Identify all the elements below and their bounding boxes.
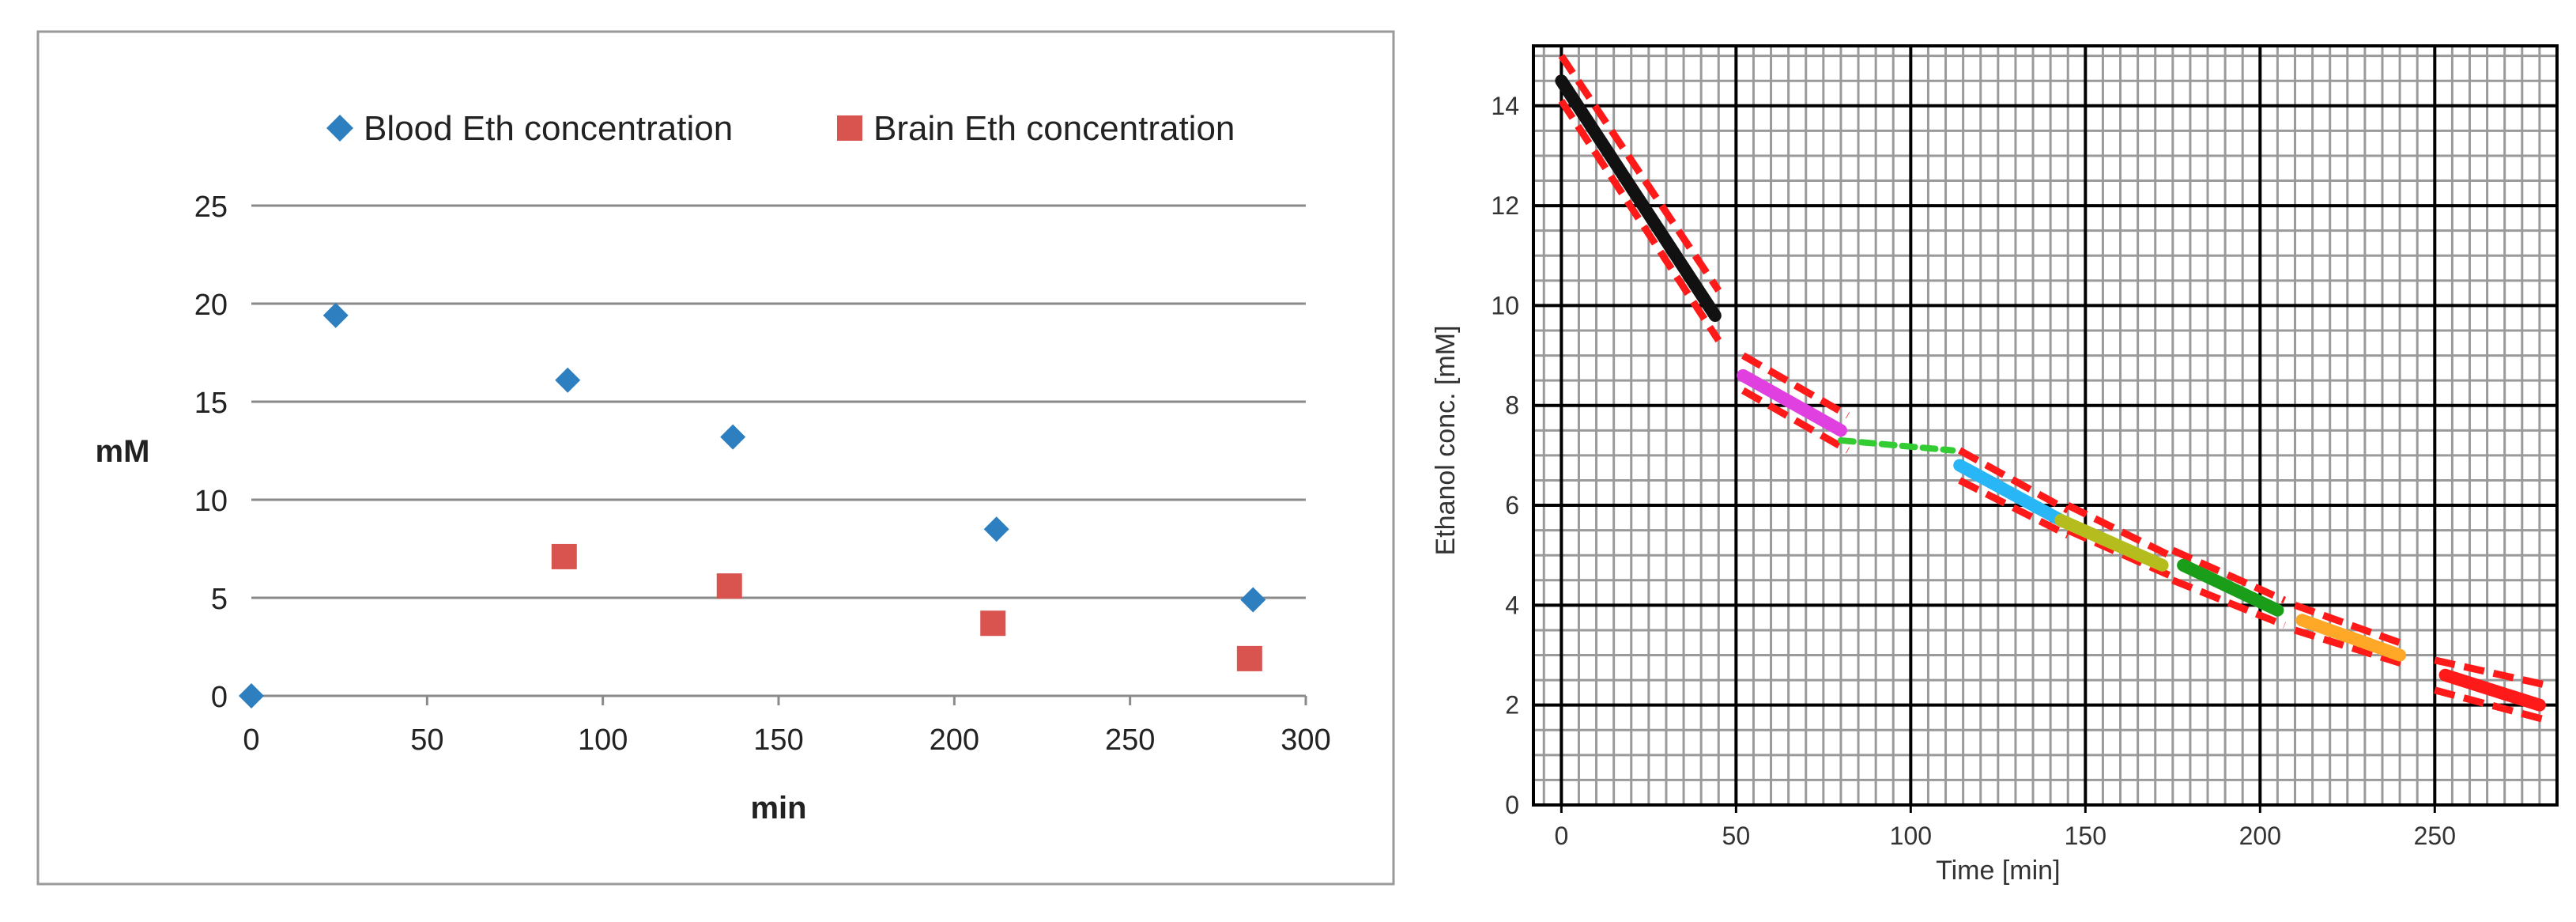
right-x-tick-label: 150: [2065, 822, 2106, 850]
right-minor-gridlines: [1533, 46, 2559, 807]
lower-bound-line: [2434, 686, 2548, 724]
left-x-tick-label: 200: [930, 724, 979, 757]
right-x-tick-label: 50: [1722, 822, 1751, 850]
left-x-tick-label: 0: [243, 724, 259, 757]
right-chart: 0 50 100 150 200 250 0 2 4 6 8 10 12 14 Time [min] Et…: [1431, 44, 2559, 886]
upper-bound-line: [2171, 546, 2287, 604]
right-x-tick-label: 250: [2414, 822, 2456, 850]
series-segment: [2295, 614, 2407, 662]
left-data-points: [239, 302, 1266, 709]
series-segment: [1837, 436, 1956, 454]
right-tick-labels: 0 50 100 150 200 250 0 2 4 6 8 10 12 14: [1491, 92, 2456, 850]
upper-bound-line: [1558, 54, 1722, 293]
left-y-tick-label: 0: [211, 681, 228, 714]
right-x-axis-label: Time [min]: [1936, 856, 2060, 886]
left-y-tick-label: 20: [194, 289, 228, 322]
right-y-tick-label: 6: [1505, 491, 1519, 520]
blood-eth-point: [555, 367, 581, 393]
right-major-gridlines: [1533, 46, 2557, 807]
lower-bound-line: [1741, 387, 1850, 454]
series-segment: [2177, 558, 2284, 617]
left-axis: [250, 694, 1307, 705]
blood-eth-point: [1240, 587, 1266, 613]
blood-eth-point: [983, 516, 1009, 542]
upper-bound-line: [2434, 656, 2548, 689]
left-y-axis-label: mM: [96, 434, 150, 469]
left-gridlines: [251, 204, 1306, 599]
right-y-tick-label: 4: [1505, 591, 1519, 619]
lower-bound-line: [1958, 477, 2070, 538]
right-x-tick-label: 100: [1890, 822, 1932, 850]
right-axis: [1532, 44, 2559, 813]
left-x-tick-label: 250: [1105, 724, 1155, 757]
right-y-axis-label: Ethanol conc. [mM]: [1431, 325, 1461, 555]
series-segment: [1737, 368, 1847, 437]
legend-marker-blood: [326, 115, 353, 142]
right-y-tick-label: 12: [1491, 191, 1519, 220]
right-series: [1555, 74, 2546, 712]
left-x-tick-label: 50: [410, 724, 443, 757]
series-segment: [2438, 668, 2546, 712]
brain-eth-point: [1236, 645, 1262, 671]
left-legend: Blood Eth concentration Brain Eth concent…: [326, 109, 1235, 148]
right-y-tick-label: 10: [1491, 291, 1519, 319]
right-x-tick-label: 200: [2239, 822, 2281, 850]
right-y-tick-label: 2: [1505, 691, 1519, 720]
left-x-tick-label: 100: [578, 724, 628, 757]
left-x-axis-label: min: [750, 791, 806, 826]
left-y-tick-label: 5: [211, 583, 228, 616]
upper-bound-line: [1958, 447, 2070, 514]
upper-bound-line: [1741, 352, 1850, 419]
blood-eth-point: [720, 424, 746, 450]
left-y-tick-label: 10: [194, 485, 228, 518]
series-segment: [2054, 514, 2169, 572]
brain-eth-point: [716, 573, 742, 599]
left-y-tick-label: 15: [194, 387, 228, 420]
right-y-tick-label: 14: [1491, 92, 1519, 120]
legend-label: Brain Eth concentration: [873, 109, 1235, 148]
brain-eth-point: [551, 543, 577, 569]
blood-eth-point: [239, 683, 264, 709]
right-y-tick-label: 0: [1505, 791, 1519, 819]
left-chart-frame: [36, 30, 1395, 886]
right-plot-frame: [1532, 44, 2559, 807]
lower-bound-line: [2171, 576, 2286, 629]
right-x-tick-label: 0: [1554, 822, 1568, 850]
upper-bound-line: [2294, 602, 2408, 649]
blood-eth-point: [322, 302, 349, 328]
series-segment: [1555, 74, 1722, 323]
left-x-tick-label: 150: [753, 724, 803, 757]
lower-bound-line: [2294, 626, 2408, 669]
lower-bound-line: [1558, 99, 1722, 343]
legend-marker-brain: [837, 115, 862, 141]
upper-bound-line: [2066, 502, 2171, 559]
brain-eth-point: [980, 610, 1006, 637]
left-y-tick-label: 25: [194, 191, 228, 224]
legend-label: Blood Eth concentration: [364, 109, 733, 148]
right-y-tick-label: 8: [1505, 391, 1519, 420]
series-segment: [1953, 459, 2068, 527]
left-x-tick-label: 300: [1280, 724, 1330, 757]
